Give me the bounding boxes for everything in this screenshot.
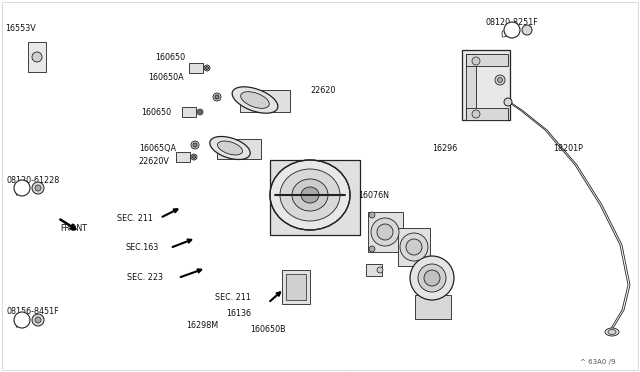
- Bar: [466, 54, 476, 116]
- Text: SEC. 211: SEC. 211: [215, 294, 251, 302]
- Circle shape: [32, 52, 42, 62]
- Circle shape: [198, 110, 202, 113]
- Text: 16076N: 16076N: [358, 190, 389, 199]
- Circle shape: [215, 95, 219, 99]
- Text: SEC.163: SEC.163: [125, 244, 158, 253]
- Circle shape: [205, 67, 209, 70]
- Text: 160650: 160650: [155, 52, 185, 61]
- Text: 16120: 16120: [373, 214, 398, 222]
- Text: 160650A: 160650A: [148, 73, 184, 81]
- Bar: [28, 42, 46, 72]
- Circle shape: [14, 312, 30, 328]
- Ellipse shape: [424, 270, 440, 286]
- Bar: [189, 63, 203, 73]
- Circle shape: [522, 25, 532, 35]
- Text: 16065QA: 16065QA: [139, 144, 176, 153]
- Bar: [176, 152, 190, 162]
- Circle shape: [32, 314, 44, 326]
- Circle shape: [472, 110, 480, 118]
- Ellipse shape: [280, 169, 340, 221]
- Ellipse shape: [232, 87, 278, 113]
- Text: FRONT: FRONT: [60, 224, 87, 232]
- Ellipse shape: [605, 328, 619, 336]
- Text: 160650B: 160650B: [250, 326, 285, 334]
- Bar: [286, 274, 306, 300]
- Ellipse shape: [270, 160, 350, 230]
- Text: 08120-8251F: 08120-8251F: [486, 17, 539, 26]
- Text: SEC. 211: SEC. 211: [117, 214, 153, 222]
- Circle shape: [32, 182, 44, 194]
- Circle shape: [400, 233, 428, 261]
- Text: B: B: [509, 28, 515, 32]
- Text: B: B: [20, 186, 24, 190]
- Text: (1): (1): [14, 187, 25, 196]
- Circle shape: [369, 212, 375, 218]
- Circle shape: [472, 57, 480, 65]
- Circle shape: [497, 77, 502, 83]
- Text: 16136: 16136: [226, 308, 251, 317]
- Text: 16553V: 16553V: [5, 23, 36, 32]
- Text: 160650: 160650: [141, 108, 171, 116]
- Bar: [368, 212, 403, 252]
- Ellipse shape: [210, 137, 250, 160]
- Circle shape: [191, 154, 197, 160]
- Ellipse shape: [410, 256, 454, 300]
- Text: 08156-8451F: 08156-8451F: [6, 308, 59, 317]
- Bar: [282, 270, 310, 304]
- Ellipse shape: [418, 264, 446, 292]
- Text: SEC. 223: SEC. 223: [127, 273, 163, 282]
- Ellipse shape: [301, 187, 319, 203]
- Circle shape: [191, 141, 199, 149]
- Bar: [466, 108, 508, 120]
- Ellipse shape: [292, 179, 328, 211]
- Text: 160650QB: 160650QB: [388, 241, 430, 250]
- Circle shape: [377, 267, 383, 273]
- Text: 16296: 16296: [432, 144, 457, 153]
- Circle shape: [204, 65, 210, 71]
- Text: ^ 63A0 /9: ^ 63A0 /9: [580, 359, 616, 365]
- Bar: [462, 50, 510, 120]
- Circle shape: [197, 109, 203, 115]
- Text: B: B: [20, 317, 24, 323]
- Circle shape: [35, 185, 41, 191]
- Ellipse shape: [218, 141, 243, 155]
- Bar: [240, 90, 290, 112]
- Ellipse shape: [241, 92, 269, 108]
- Bar: [366, 264, 382, 276]
- Bar: [415, 295, 451, 319]
- Text: 22620V: 22620V: [138, 157, 169, 166]
- Text: 18201P: 18201P: [553, 144, 583, 153]
- Text: 08120-61228: 08120-61228: [6, 176, 60, 185]
- Bar: [398, 228, 430, 266]
- Circle shape: [377, 224, 393, 240]
- Bar: [270, 160, 360, 235]
- Text: 16298M: 16298M: [186, 321, 218, 330]
- Circle shape: [35, 317, 41, 323]
- Circle shape: [193, 143, 197, 147]
- Circle shape: [14, 180, 30, 196]
- Circle shape: [369, 246, 375, 252]
- Circle shape: [504, 22, 520, 38]
- Bar: [217, 139, 261, 159]
- Text: (4): (4): [14, 320, 25, 328]
- Circle shape: [193, 155, 195, 158]
- Text: 22620: 22620: [310, 86, 335, 94]
- Ellipse shape: [608, 330, 616, 334]
- Circle shape: [504, 98, 512, 106]
- Bar: [182, 107, 196, 117]
- Circle shape: [495, 75, 505, 85]
- Circle shape: [213, 93, 221, 101]
- Circle shape: [371, 218, 399, 246]
- Bar: [466, 54, 508, 66]
- Text: (3): (3): [500, 29, 511, 38]
- Circle shape: [406, 239, 422, 255]
